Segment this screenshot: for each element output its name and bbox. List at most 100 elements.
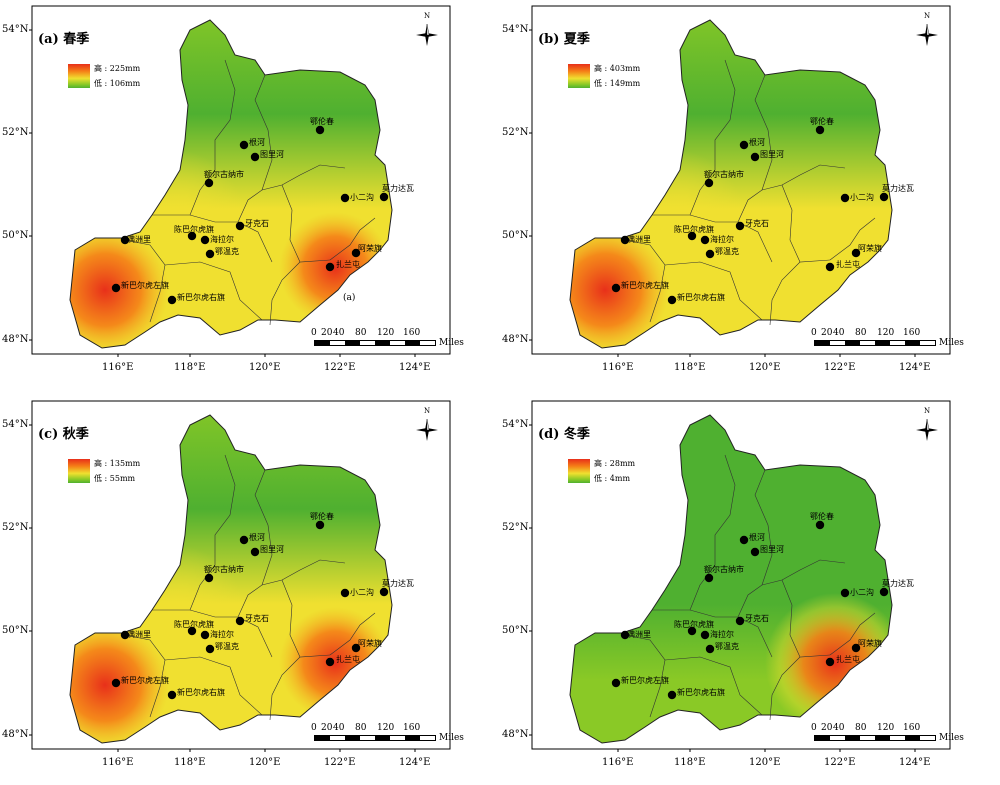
scale-tick: 160 bbox=[403, 328, 421, 338]
station-marker bbox=[351, 248, 361, 258]
station-marker bbox=[340, 588, 350, 598]
station-label: 小二沟 bbox=[850, 588, 874, 597]
station-marker bbox=[205, 249, 215, 259]
high-value-zone bbox=[70, 210, 185, 348]
county-boundary bbox=[652, 609, 773, 658]
station-marker bbox=[687, 626, 697, 636]
county-boundary bbox=[189, 454, 236, 611]
station-marker bbox=[250, 152, 260, 162]
station-label: 新巴尔虎右旗 bbox=[177, 293, 225, 302]
station-label: 牙克石 bbox=[745, 614, 769, 623]
latitude-label: 54°N bbox=[2, 24, 29, 35]
longitude-label: 118°E bbox=[174, 362, 206, 373]
station-label: 阿荣旗 bbox=[358, 639, 382, 648]
high-value-zone bbox=[70, 605, 185, 743]
station-label: 图里河 bbox=[260, 150, 284, 159]
station-marker bbox=[187, 626, 197, 636]
map-panel: 满洲里 新巴尔虎左旗 新巴尔虎右旗 陈巴尔虎旗 海拉尔 鄂温克 牙克石 根河 图里河 额尔古纳市 鄂… bbox=[500, 395, 980, 775]
latitude-label: 50°N bbox=[2, 625, 29, 636]
scale-unit: Miles bbox=[439, 338, 464, 348]
station-label: 海拉尔 bbox=[710, 235, 734, 244]
station-marker bbox=[379, 587, 389, 597]
station-label: 新巴尔虎左旗 bbox=[121, 676, 169, 685]
station-marker bbox=[815, 125, 825, 135]
north-arrow-icon: N bbox=[912, 407, 942, 445]
longitude-label: 118°E bbox=[674, 757, 706, 768]
county-boundary bbox=[152, 214, 273, 263]
map-panel: 满洲里 新巴尔虎左旗 新巴尔虎右旗 陈巴尔虎旗 海拉尔 鄂温克 牙克石 根河 图里河 额尔古纳市 鄂… bbox=[500, 0, 980, 380]
legend-low-label: 低 : 106mm bbox=[94, 79, 141, 88]
latitude-label: 54°N bbox=[2, 419, 29, 430]
station-marker bbox=[611, 678, 621, 688]
station-label: 满洲里 bbox=[627, 235, 651, 244]
station-label: 根河 bbox=[749, 533, 765, 542]
station-marker bbox=[620, 235, 630, 245]
station-label: 新巴尔虎右旗 bbox=[677, 688, 725, 697]
map-svg bbox=[29, 400, 451, 752]
scale-unit: Miles bbox=[939, 733, 964, 743]
latitude-label: 50°N bbox=[502, 625, 529, 636]
longitude-label: 124°E bbox=[399, 757, 431, 768]
longitude-label: 120°E bbox=[249, 757, 281, 768]
station-marker bbox=[200, 235, 210, 245]
station-label: 鄂伦春 bbox=[810, 117, 834, 126]
map-panel: 满洲里 新巴尔虎左旗 新巴尔虎右旗 陈巴尔虎旗 海拉尔 鄂温克 牙克石 根河 图里河 额尔古纳市 鄂… bbox=[0, 0, 480, 380]
map-svg bbox=[529, 5, 951, 357]
station-marker bbox=[111, 678, 121, 688]
station-marker bbox=[239, 140, 249, 150]
station-marker bbox=[351, 643, 361, 653]
station-marker bbox=[840, 193, 850, 203]
scale-tick: 0 bbox=[311, 723, 317, 733]
region-outline bbox=[69, 414, 393, 744]
station-marker bbox=[687, 231, 697, 241]
latitude-label: 54°N bbox=[502, 24, 529, 35]
legend-color-ramp bbox=[68, 64, 90, 88]
station-marker bbox=[167, 295, 177, 305]
county-boundary bbox=[281, 579, 331, 658]
scale-unit: Miles bbox=[939, 338, 964, 348]
station-label: 扎兰屯 bbox=[836, 260, 860, 269]
station-marker bbox=[825, 262, 835, 272]
station-label: 海拉尔 bbox=[210, 235, 234, 244]
county-boundary bbox=[664, 261, 763, 321]
county-boundary bbox=[781, 579, 831, 658]
station-marker bbox=[815, 520, 825, 530]
region-outline bbox=[569, 19, 893, 349]
station-label: 牙克石 bbox=[245, 614, 269, 623]
longitude-label: 122°E bbox=[824, 757, 856, 768]
scale-tick: 40 bbox=[833, 723, 845, 733]
station-label: 阿荣旗 bbox=[358, 244, 382, 253]
panel-title: (d) 冬季 bbox=[538, 427, 590, 442]
latitude-label: 52°N bbox=[502, 127, 529, 138]
latitude-label: 52°N bbox=[2, 522, 29, 533]
station-label: 扎兰屯 bbox=[836, 655, 860, 664]
station-label: 新巴尔虎左旗 bbox=[121, 281, 169, 290]
latitude-label: 50°N bbox=[502, 230, 529, 241]
county-boundary bbox=[189, 59, 236, 216]
latitude-label: 48°N bbox=[502, 334, 529, 345]
longitude-label: 118°E bbox=[674, 362, 706, 373]
county-boundary bbox=[329, 612, 376, 656]
station-label: 根河 bbox=[249, 533, 265, 542]
county-boundary bbox=[164, 261, 263, 321]
scale-tick: 40 bbox=[333, 723, 345, 733]
station-marker bbox=[204, 573, 214, 583]
station-marker bbox=[239, 535, 249, 545]
station-marker bbox=[879, 587, 889, 597]
station-label: 鄂伦春 bbox=[310, 117, 334, 126]
station-marker bbox=[735, 221, 745, 231]
latitude-label: 52°N bbox=[2, 127, 29, 138]
station-marker bbox=[840, 588, 850, 598]
station-marker bbox=[379, 192, 389, 202]
longitude-label: 116°E bbox=[102, 757, 134, 768]
scale-tick: 20 bbox=[321, 328, 333, 338]
high-value-zone bbox=[265, 593, 392, 733]
station-label: 阿荣旗 bbox=[858, 244, 882, 253]
station-label: 根河 bbox=[749, 138, 765, 147]
station-label: 图里河 bbox=[260, 545, 284, 554]
station-marker bbox=[879, 192, 889, 202]
station-label: 扎兰屯 bbox=[336, 260, 360, 269]
station-label: 小二沟 bbox=[350, 193, 374, 202]
high-value-zone bbox=[570, 210, 685, 348]
county-boundary bbox=[829, 217, 876, 261]
